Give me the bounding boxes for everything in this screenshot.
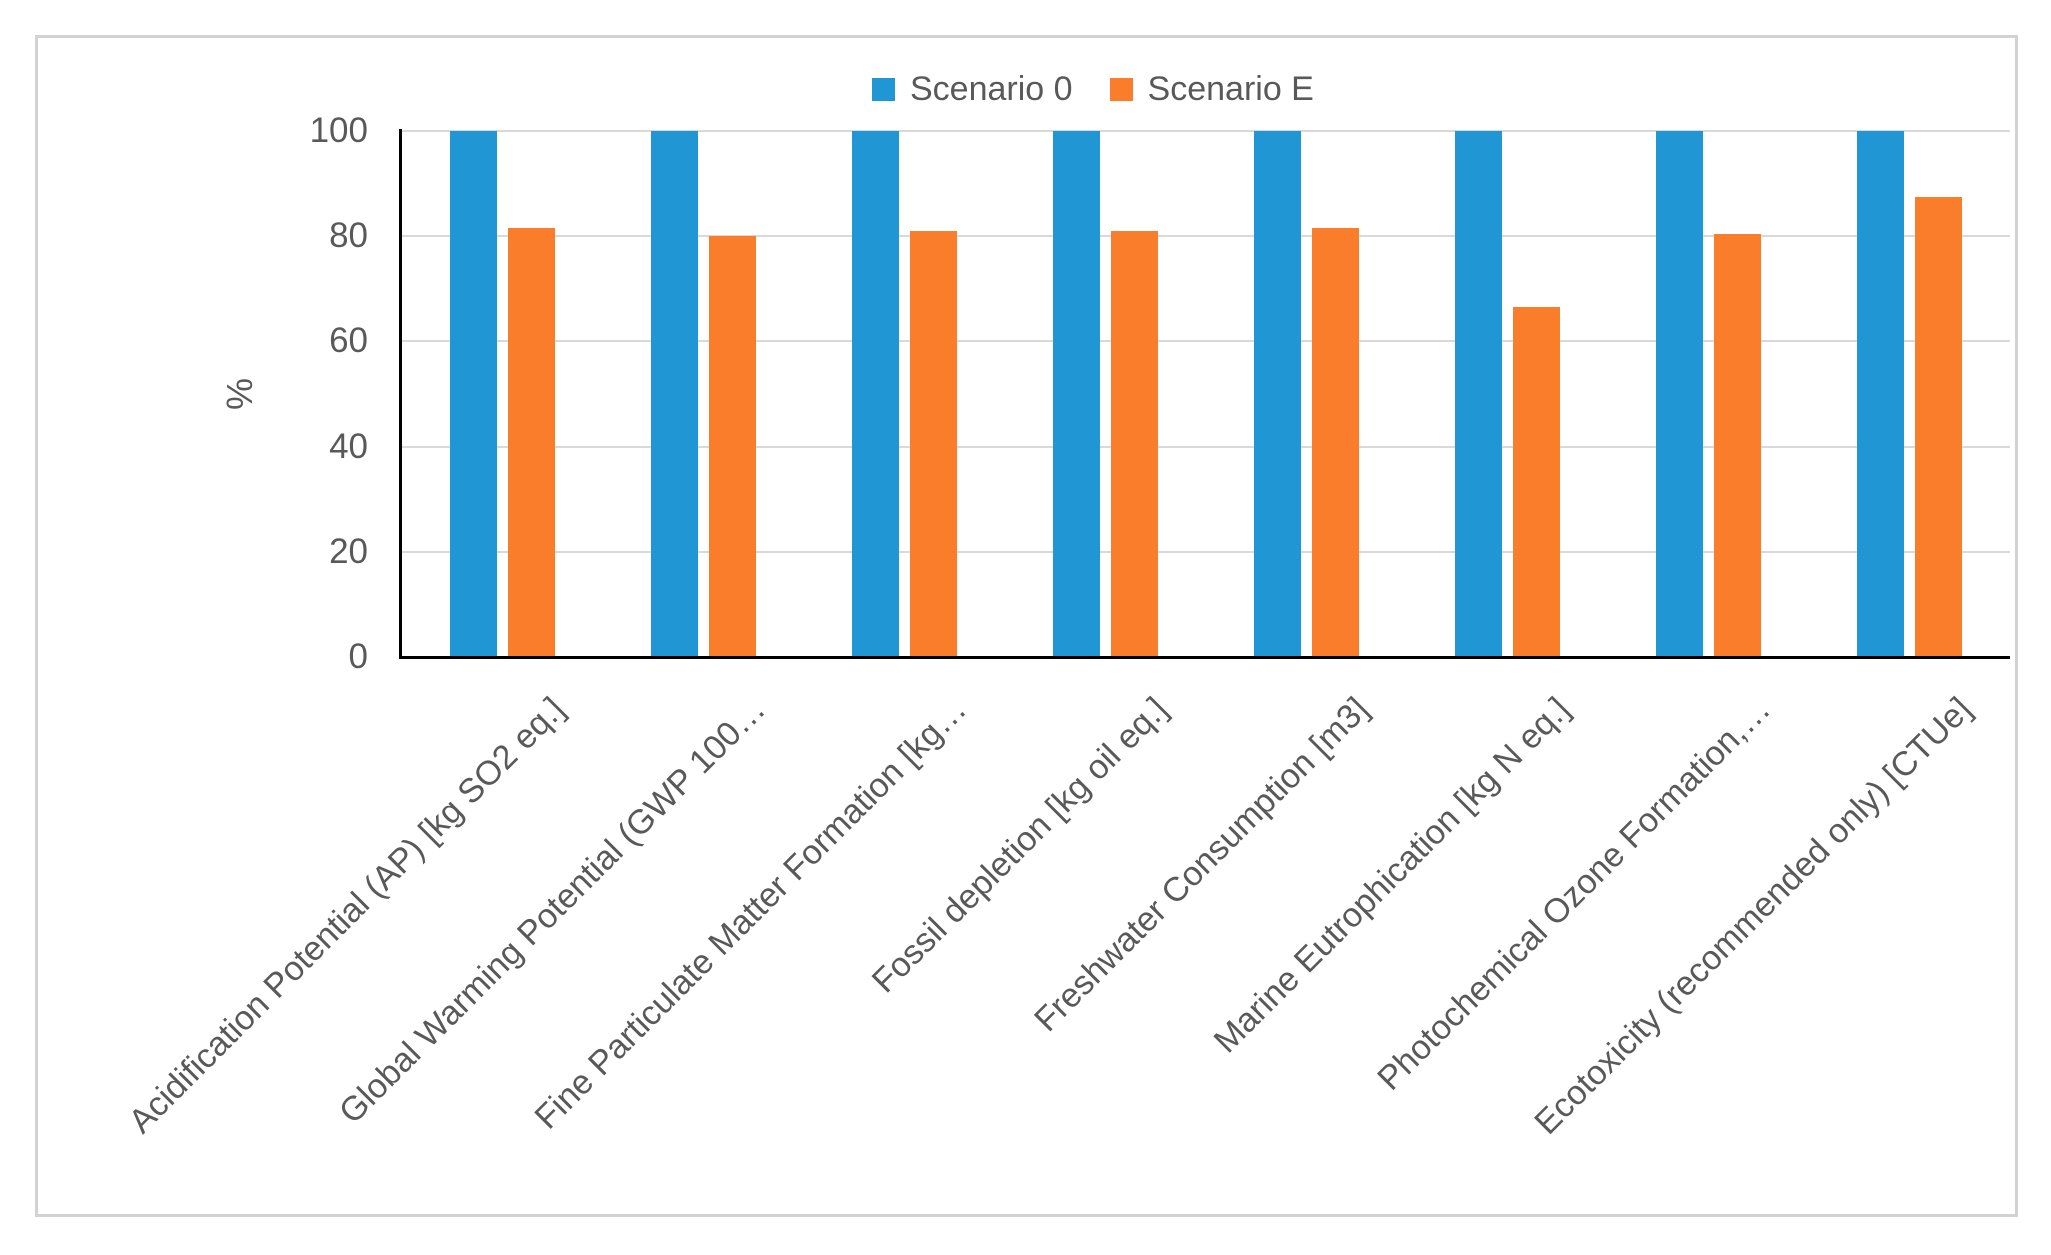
bar-scenario-e xyxy=(1714,233,1761,657)
bar-scenario-0 xyxy=(1857,131,1904,657)
y-tick-label: 60 xyxy=(329,321,368,361)
bar-scenario-e xyxy=(1111,230,1158,657)
gridline xyxy=(402,235,2010,238)
bar-scenario-0 xyxy=(1254,131,1301,657)
bar-scenario-e xyxy=(1513,307,1560,657)
legend-swatch-scenario-0 xyxy=(872,77,895,101)
bar-scenario-0 xyxy=(651,131,698,657)
bar-scenario-0 xyxy=(1053,131,1100,657)
bar-scenario-e xyxy=(1312,228,1359,657)
y-tick-label: 20 xyxy=(329,531,368,571)
legend: Scenario 0 Scenario E xyxy=(872,70,1314,108)
y-tick-label: 100 xyxy=(309,111,368,150)
legend-label: Scenario 0 xyxy=(910,70,1073,108)
gridline xyxy=(402,550,2010,553)
legend-item-scenario-0: Scenario 0 xyxy=(872,70,1073,108)
bar-scenario-0 xyxy=(450,131,497,657)
gridline xyxy=(402,445,2010,448)
bar-scenario-0 xyxy=(852,131,899,657)
bar-scenario-0 xyxy=(1656,131,1703,657)
y-tick-label: 40 xyxy=(329,426,368,466)
gridline xyxy=(402,130,2010,132)
gridline xyxy=(402,340,2010,343)
y-tick-label: 0 xyxy=(348,637,368,676)
legend-item-scenario-e: Scenario E xyxy=(1109,70,1314,108)
bar-scenario-e xyxy=(508,228,555,657)
plot-area xyxy=(402,130,2010,657)
y-tick-label: 80 xyxy=(329,216,368,256)
legend-swatch-scenario-e xyxy=(1109,77,1133,101)
legend-label: Scenario E xyxy=(1147,70,1314,108)
bar-scenario-e xyxy=(709,236,756,657)
bar-scenario-0 xyxy=(1455,131,1502,657)
x-axis-line xyxy=(399,656,2010,659)
bar-scenario-e xyxy=(910,230,957,657)
bar-scenario-e xyxy=(1915,196,1962,657)
y-axis-line xyxy=(399,129,402,659)
